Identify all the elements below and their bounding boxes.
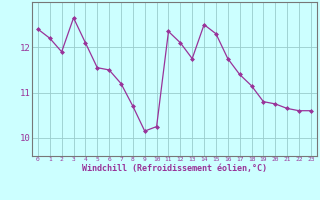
X-axis label: Windchill (Refroidissement éolien,°C): Windchill (Refroidissement éolien,°C) — [82, 164, 267, 173]
